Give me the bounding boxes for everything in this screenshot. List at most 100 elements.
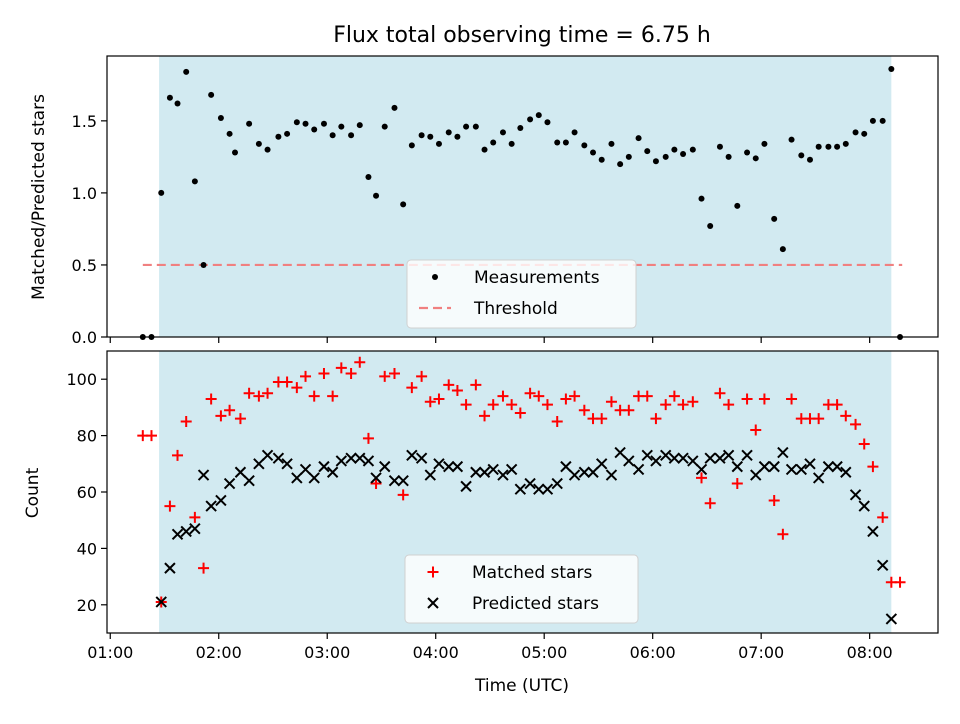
matched-star-marker xyxy=(533,390,545,402)
legend-marker-matched xyxy=(427,566,439,578)
measurement-point xyxy=(671,146,678,153)
measurement-point xyxy=(608,140,615,147)
predicted-star-marker xyxy=(505,463,518,476)
measurement-point xyxy=(246,120,253,127)
matched-star-marker xyxy=(777,528,789,540)
measurement-point xyxy=(284,130,291,137)
matched-star-marker xyxy=(858,438,870,450)
predicted-star-marker xyxy=(299,463,312,476)
measurement-point xyxy=(499,129,506,136)
predicted-star-marker xyxy=(632,463,645,476)
y-tick-label: 1.0 xyxy=(72,184,97,203)
legend-label: Predicted stars xyxy=(472,594,599,614)
legend-marker-measurements xyxy=(432,274,438,280)
measurement-point xyxy=(255,140,262,147)
measurement-point xyxy=(293,119,300,126)
predicted-star-marker xyxy=(587,466,599,478)
predicted-star-marker xyxy=(155,596,167,608)
matched-star-marker xyxy=(560,393,572,405)
predicted-star-marker xyxy=(424,469,436,481)
predicted-star-marker xyxy=(840,466,852,478)
matched-star-marker xyxy=(451,384,463,396)
measurement-point xyxy=(158,189,165,196)
measurement-point xyxy=(348,132,355,139)
measurement-point xyxy=(418,132,425,139)
y-tick-label: 60 xyxy=(77,483,97,502)
measurement-point xyxy=(535,112,542,119)
measurement-point xyxy=(365,174,372,181)
measurement-point xyxy=(788,136,795,143)
matched-star-marker xyxy=(850,418,862,430)
predicted-star-marker xyxy=(345,452,357,464)
predicted-star-marker xyxy=(164,562,176,574)
predicted-star-marker xyxy=(849,489,862,501)
predicted-star-marker xyxy=(623,455,635,467)
legend-label: Measurements xyxy=(474,268,600,288)
predicted-star-marker xyxy=(812,472,825,484)
predicted-star-marker xyxy=(261,449,274,462)
matched-star-marker xyxy=(262,387,274,399)
measurement-point xyxy=(200,261,207,268)
matched-star-marker xyxy=(416,370,428,382)
matched-star-marker xyxy=(354,356,366,368)
matched-star-marker xyxy=(541,399,553,411)
matched-star-marker xyxy=(623,404,635,416)
bottom-y-axis-label: Count xyxy=(23,467,43,518)
predicted-star-marker xyxy=(804,458,816,470)
predicted-star-marker xyxy=(641,449,653,462)
measurement-point xyxy=(445,129,452,136)
predicted-star-marker xyxy=(578,466,591,478)
y-tick-label: 80 xyxy=(77,427,97,446)
measurement-point xyxy=(427,133,434,140)
x-tick-label: 02:00 xyxy=(196,643,242,662)
predicted-star-marker xyxy=(795,463,808,476)
matched-star-marker xyxy=(460,399,472,411)
matched-star-marker xyxy=(831,399,843,411)
matched-star-marker xyxy=(741,393,753,405)
predicted-star-marker xyxy=(822,460,835,473)
predicted-star-marker xyxy=(858,500,870,512)
matched-star-marker xyxy=(497,390,509,402)
matched-star-marker xyxy=(650,413,662,425)
matched-star-marker xyxy=(215,410,227,422)
measurement-point xyxy=(581,142,588,149)
y-tick-label: 0.5 xyxy=(72,256,97,275)
matched-star-marker xyxy=(198,562,210,574)
y-tick-label: 20 xyxy=(77,596,97,615)
x-tick-label: 08:00 xyxy=(847,643,893,662)
chart-title: Flux total observing time = 6.75 h xyxy=(333,23,711,48)
matched-star-marker xyxy=(731,478,743,490)
predicted-star-marker xyxy=(831,460,843,473)
measurement-point xyxy=(302,120,309,127)
predicted-star-marker xyxy=(533,483,545,495)
x-axis-label: Time (UTC) xyxy=(474,676,569,696)
measurement-point xyxy=(435,140,442,147)
measurement-point xyxy=(481,146,488,153)
predicted-star-marker xyxy=(443,460,455,473)
matched-star-marker xyxy=(253,390,265,402)
measurement-point xyxy=(680,150,687,157)
measurement-point xyxy=(617,161,624,168)
legend-box xyxy=(406,259,637,329)
measurement-point xyxy=(888,65,895,72)
matched-star-marker xyxy=(205,393,217,405)
matched-star-marker xyxy=(867,461,879,473)
matched-star-marker xyxy=(224,404,236,416)
matched-star-marker xyxy=(768,494,780,506)
measurement-point xyxy=(527,116,534,123)
predicted-star-marker xyxy=(308,472,320,484)
predicted-star-marker xyxy=(605,469,618,481)
predicted-star-marker xyxy=(731,460,744,473)
measurement-point xyxy=(571,129,578,136)
matched-star-marker xyxy=(894,576,906,588)
matched-star-marker xyxy=(605,396,617,408)
matched-star-marker xyxy=(578,404,590,416)
measurement-point xyxy=(454,133,461,140)
matched-star-marker xyxy=(308,390,320,402)
predicted-star-marker xyxy=(551,477,563,490)
matched-star-marker xyxy=(596,413,608,425)
measurement-point xyxy=(644,148,651,155)
measurement-point xyxy=(381,123,388,130)
matched-star-marker xyxy=(660,399,672,411)
